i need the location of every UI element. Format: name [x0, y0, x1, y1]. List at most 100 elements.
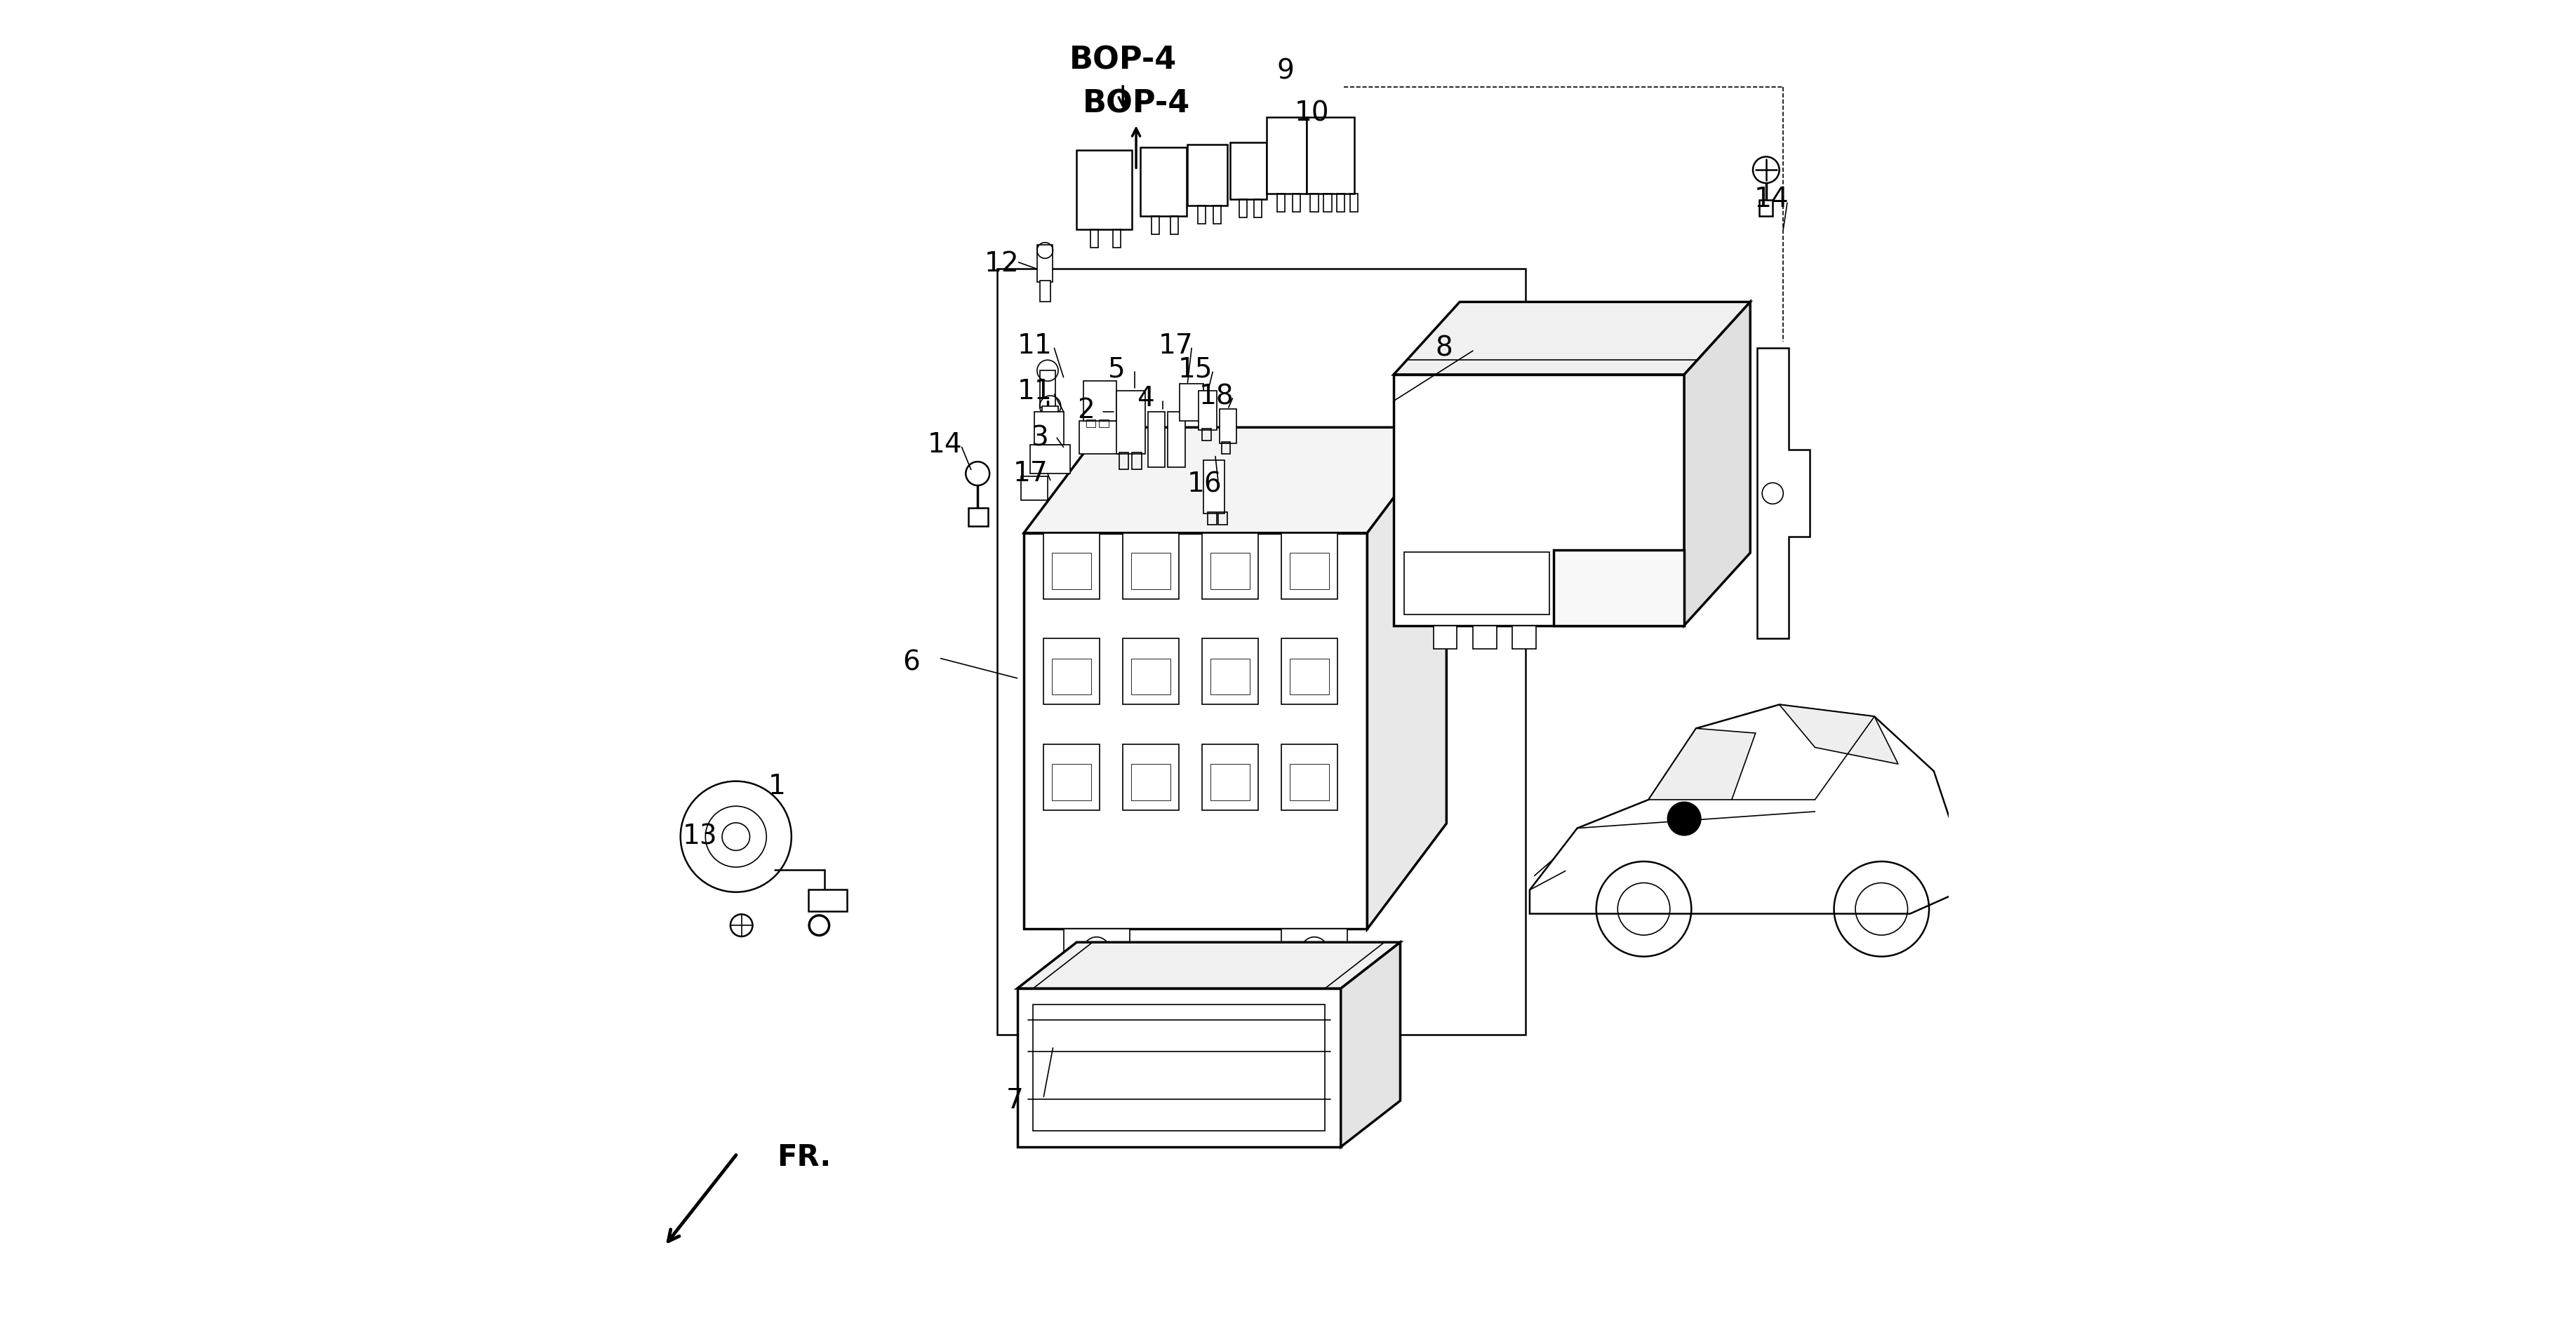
Bar	[1131, 553, 1170, 589]
Bar	[1255, 200, 1262, 217]
Polygon shape	[1757, 348, 1811, 638]
Bar	[1036, 411, 1064, 444]
Circle shape	[1667, 802, 1700, 835]
Bar	[1203, 460, 1224, 513]
Bar	[1123, 638, 1180, 705]
Text: 1: 1	[768, 773, 786, 799]
Bar	[1030, 444, 1069, 473]
Bar	[1278, 194, 1285, 213]
Bar	[1324, 194, 1332, 213]
Bar	[1211, 553, 1249, 589]
Bar	[1043, 533, 1100, 599]
Bar	[1051, 658, 1092, 694]
Bar	[1064, 930, 1128, 971]
Bar	[1211, 658, 1249, 694]
Text: 11: 11	[1018, 378, 1051, 406]
Bar	[1404, 552, 1551, 614]
Polygon shape	[1368, 427, 1448, 930]
Text: 11: 11	[1018, 332, 1051, 359]
Bar	[809, 890, 848, 911]
Bar	[1046, 458, 1056, 469]
Bar	[1043, 422, 1054, 434]
Bar	[1337, 194, 1345, 213]
Bar	[1280, 745, 1337, 810]
Bar	[1033, 1004, 1324, 1130]
Bar	[1141, 148, 1188, 215]
Text: BOP-4: BOP-4	[1082, 89, 1190, 118]
Polygon shape	[1394, 302, 1749, 375]
Bar	[1133, 452, 1141, 469]
Text: 12: 12	[984, 250, 1020, 277]
Bar	[1203, 428, 1211, 440]
Bar	[1043, 638, 1100, 705]
Bar	[1170, 215, 1177, 234]
Text: FR.: FR.	[778, 1142, 832, 1172]
Bar	[1291, 553, 1329, 589]
Text: 14: 14	[1754, 186, 1788, 213]
Bar	[1118, 452, 1128, 469]
Text: BOP-4: BOP-4	[1069, 45, 1177, 76]
Text: 15: 15	[1177, 356, 1213, 383]
Polygon shape	[1530, 705, 1953, 914]
Bar	[997, 269, 1525, 1035]
Bar	[1198, 206, 1206, 223]
Bar	[1131, 658, 1170, 694]
Bar	[1041, 281, 1051, 302]
Text: 8: 8	[1435, 335, 1453, 362]
Text: 7: 7	[1005, 1088, 1023, 1115]
Bar	[1218, 512, 1226, 525]
Bar	[1020, 476, 1048, 500]
Bar	[1203, 533, 1257, 599]
Bar	[1115, 391, 1146, 454]
Text: 17: 17	[1012, 460, 1048, 487]
Bar	[1267, 117, 1306, 194]
Text: 10: 10	[1293, 100, 1329, 126]
Bar	[1218, 408, 1236, 443]
Bar	[1051, 763, 1092, 801]
Bar	[1023, 533, 1368, 930]
Bar	[1151, 215, 1159, 234]
Bar	[1759, 201, 1772, 215]
Bar	[1473, 625, 1497, 649]
Bar	[1293, 194, 1301, 213]
Bar	[1291, 763, 1329, 801]
Bar	[1280, 638, 1337, 705]
Text: 9: 9	[1278, 57, 1293, 84]
Bar	[1038, 245, 1054, 282]
Text: 3: 3	[1030, 424, 1048, 451]
Text: 5: 5	[1108, 356, 1126, 383]
Bar	[1432, 625, 1458, 649]
Bar	[1018, 988, 1342, 1146]
Bar	[1188, 145, 1226, 206]
Bar	[1084, 382, 1115, 420]
Bar	[1512, 625, 1535, 649]
Polygon shape	[1780, 705, 1899, 763]
Bar	[1350, 194, 1358, 213]
Bar	[1198, 391, 1216, 430]
Polygon shape	[1649, 729, 1754, 799]
Bar	[1100, 419, 1108, 427]
Text: 13: 13	[683, 823, 719, 850]
Bar	[1203, 745, 1257, 810]
Bar	[1239, 200, 1247, 217]
Bar	[1043, 406, 1059, 443]
Text: 14: 14	[927, 431, 961, 458]
Bar	[969, 508, 989, 527]
Bar	[1043, 745, 1100, 810]
Text: 17: 17	[1159, 332, 1193, 359]
Bar	[1311, 194, 1319, 213]
Text: 4: 4	[1136, 384, 1154, 412]
Polygon shape	[1023, 427, 1448, 533]
Bar	[1149, 411, 1164, 467]
Bar	[1291, 658, 1329, 694]
Bar	[1203, 638, 1257, 705]
Bar	[1280, 533, 1337, 599]
Bar	[1208, 512, 1216, 525]
Polygon shape	[1553, 551, 1685, 625]
Bar	[1131, 763, 1170, 801]
Text: 18: 18	[1200, 383, 1234, 411]
Bar	[1087, 419, 1095, 427]
Bar	[1394, 375, 1685, 625]
Text: 2: 2	[1077, 396, 1095, 423]
Bar	[1051, 553, 1092, 589]
